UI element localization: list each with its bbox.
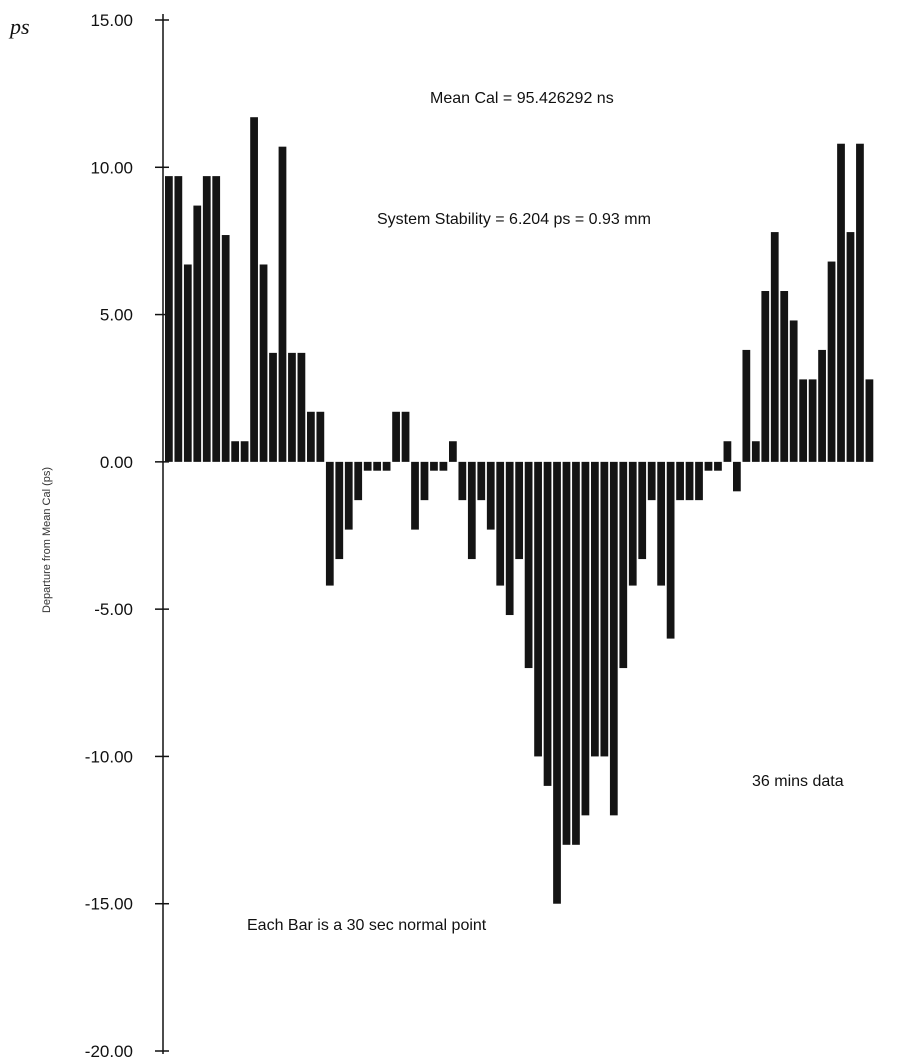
bar [373, 461, 382, 471]
bar [808, 379, 817, 462]
bar [325, 461, 334, 586]
bar [761, 291, 770, 462]
stability-annotation: System Stability = 6.204 ps = 0.93 mm [377, 211, 651, 228]
bar [704, 461, 713, 471]
bar [174, 176, 183, 462]
duration-annotation: 36 mins data [752, 773, 844, 790]
bar [714, 461, 722, 471]
bar [496, 461, 505, 586]
bar [827, 261, 836, 462]
bar [647, 461, 656, 501]
bar [430, 461, 438, 471]
bar [297, 352, 306, 462]
bar [818, 349, 826, 462]
y-axis-ticks: 15.00 10.00 5.00 0.00 -5.00 -10.00 -15.00 -20.0… [85, 11, 169, 1061]
bar [316, 411, 325, 462]
bar [572, 461, 580, 845]
bar [288, 352, 296, 462]
bar [695, 461, 703, 501]
y-tick-label: -20.00 [85, 1042, 133, 1061]
bar [524, 461, 533, 669]
bar [609, 461, 618, 816]
bar [742, 349, 751, 462]
y-tick-label: 0.00 [100, 453, 133, 472]
bar [467, 461, 476, 560]
bar [193, 205, 202, 462]
bar [202, 176, 211, 462]
bar [780, 291, 789, 462]
bar [591, 461, 599, 757]
bar [183, 264, 192, 462]
bar [165, 176, 173, 462]
bar [619, 461, 628, 669]
bar [770, 232, 779, 462]
bar [666, 461, 675, 639]
y-tick-label: -15.00 [85, 895, 133, 914]
y-tick-label: 10.00 [90, 158, 133, 177]
bar [382, 461, 391, 471]
bar [751, 441, 760, 462]
bar [278, 146, 287, 462]
bar [392, 411, 400, 462]
bar [685, 461, 694, 501]
bar [439, 461, 448, 471]
bar [733, 461, 741, 492]
bar [856, 143, 864, 462]
bar [676, 461, 684, 501]
bar [515, 461, 524, 560]
bar [638, 461, 647, 560]
bar [553, 461, 561, 904]
bar [240, 441, 249, 462]
mean-cal-annotation: Mean Cal = 95.426292 ns [430, 90, 614, 107]
bar [505, 461, 514, 616]
bar [354, 461, 363, 501]
y-tick-label: -5.00 [94, 600, 133, 619]
bar [534, 461, 542, 757]
bar [600, 461, 609, 757]
y-tick-label: 5.00 [100, 306, 133, 325]
bar [846, 232, 855, 462]
bar [344, 461, 353, 530]
bar [363, 461, 372, 471]
bar [562, 461, 571, 845]
bar [221, 235, 230, 462]
bar [411, 461, 419, 530]
bar [543, 461, 552, 786]
bar [259, 264, 268, 462]
bar [401, 411, 410, 462]
y-tick-label: -10.00 [85, 747, 133, 766]
bar [269, 352, 277, 462]
bar [477, 461, 486, 501]
bar [212, 176, 221, 462]
bar [865, 379, 874, 462]
bar [799, 379, 808, 462]
bar-note-annotation: Each Bar is a 30 sec normal point [247, 917, 487, 934]
bar [335, 461, 344, 560]
y-tick-label: 15.00 [90, 11, 133, 30]
unit-mark: ps [8, 14, 30, 39]
bar [723, 441, 732, 462]
bar [628, 461, 637, 586]
bar [449, 441, 457, 462]
bar [837, 143, 845, 462]
bar [789, 320, 798, 462]
bar [250, 117, 258, 462]
bars [165, 117, 874, 904]
bar [657, 461, 666, 586]
bar [420, 461, 429, 501]
bar [231, 441, 240, 462]
bar [458, 461, 467, 501]
bar [486, 461, 495, 530]
bar [581, 461, 590, 816]
y-axis-label: Departure from Mean Cal (ps) [41, 467, 53, 613]
bar [307, 411, 315, 462]
